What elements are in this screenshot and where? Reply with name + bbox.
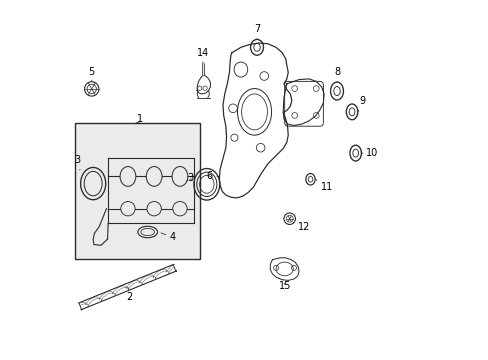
Text: 11: 11 — [315, 179, 332, 192]
Text: 7: 7 — [253, 24, 260, 40]
Ellipse shape — [120, 167, 136, 186]
Ellipse shape — [172, 167, 187, 186]
Ellipse shape — [146, 167, 162, 186]
Bar — [75, 123, 199, 259]
Text: 15: 15 — [278, 281, 290, 291]
Text: 6: 6 — [206, 171, 219, 181]
Text: 5: 5 — [88, 67, 95, 81]
Text: 4: 4 — [161, 232, 176, 242]
Ellipse shape — [147, 202, 161, 216]
Text: 12: 12 — [293, 222, 309, 232]
Text: 10: 10 — [361, 148, 377, 158]
Text: 8: 8 — [333, 67, 339, 82]
Text: 13: 13 — [183, 173, 195, 183]
Text: 1: 1 — [137, 114, 143, 124]
Text: 2: 2 — [126, 288, 133, 302]
Ellipse shape — [172, 202, 187, 216]
Text: 9: 9 — [357, 96, 365, 112]
Ellipse shape — [121, 202, 135, 216]
Text: 14: 14 — [197, 48, 209, 63]
Text: 3: 3 — [75, 155, 81, 170]
